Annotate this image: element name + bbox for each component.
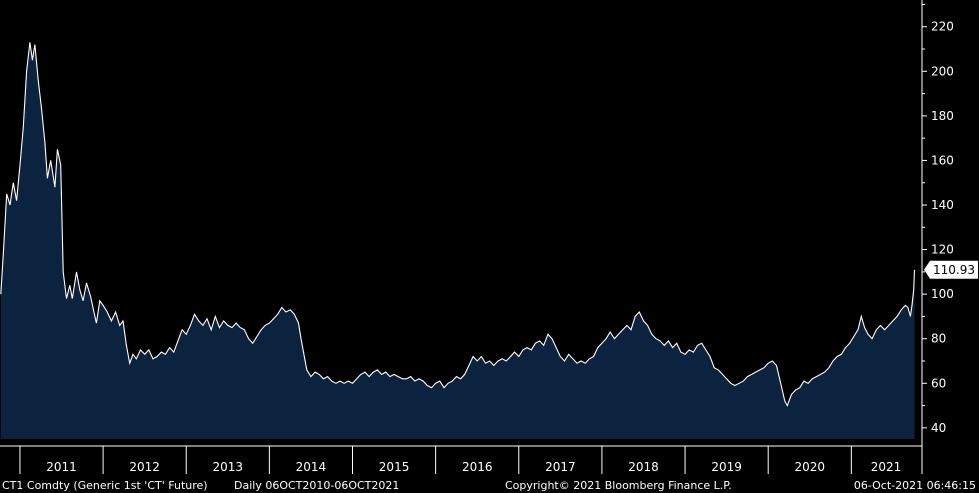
y-tick-label: 180	[931, 109, 954, 123]
y-axis-ticks: 40 60 80 100 120 140 160 180 200 220	[922, 3, 954, 435]
y-tick-label: 140	[931, 198, 954, 212]
y-tick-label: 120	[931, 243, 954, 257]
x-tick-label: 2014	[296, 460, 327, 474]
footer-copyright: Copyright© 2021 Bloomberg Finance L.P.	[505, 479, 732, 492]
x-tick-label: 2020	[794, 460, 825, 474]
x-tick-label: 2011	[46, 460, 77, 474]
x-tick-label: 2013	[213, 460, 244, 474]
footer-ticker: CT1 Comdty (Generic 1st 'CT' Future)	[2, 479, 208, 492]
footer-timestamp: 06-Oct-2021 06:46:15	[854, 479, 976, 492]
y-tick-label: 160	[931, 153, 954, 167]
price-line	[0, 42, 916, 407]
last-value-badge	[924, 260, 978, 279]
x-tick-label: 2019	[711, 460, 742, 474]
y-tick-label: 60	[931, 376, 946, 390]
y-tick-label: 40	[931, 421, 946, 435]
price-area	[0, 42, 915, 440]
x-tick-label: 2015	[379, 460, 410, 474]
price-area-group	[0, 42, 916, 440]
x-tick-label: 2021	[871, 460, 902, 474]
x-tick-label: 2018	[628, 460, 659, 474]
footer-bar: CT1 Comdty (Generic 1st 'CT' Future) Dai…	[2, 479, 976, 492]
x-tick-label: 2017	[545, 460, 576, 474]
last-value-label: 110.93	[924, 260, 978, 279]
x-tick-label: 2012	[129, 460, 160, 474]
y-tick-label: 100	[931, 287, 954, 301]
y-tick-label: 80	[931, 332, 946, 346]
footer-range: Daily 06OCT2010-06OCT2021	[234, 479, 399, 492]
x-axis-ticks: 2011 2012 2013 2014 2015 2016 2017 2018 2019 2020…	[19, 446, 902, 474]
x-tick-label: 2016	[462, 460, 493, 474]
y-tick-label: 200	[931, 64, 954, 78]
y-tick-label: 220	[931, 20, 954, 34]
last-value-text: 110.93	[933, 263, 975, 277]
